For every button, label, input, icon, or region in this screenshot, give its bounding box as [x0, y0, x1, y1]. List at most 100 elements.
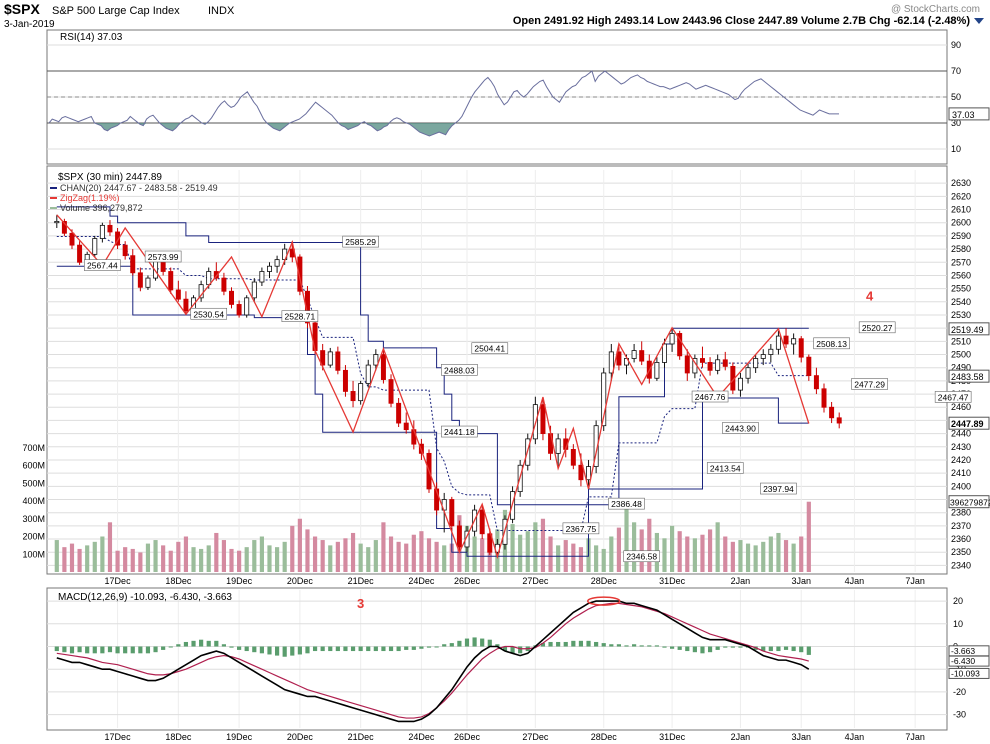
- macd-hist-bar: [654, 645, 659, 647]
- x-axis-label: 21Dec: [348, 576, 375, 586]
- candle-body: [684, 355, 690, 374]
- volume-bar: [320, 540, 325, 572]
- zigzag-label: 2573.99: [148, 252, 179, 262]
- macd-hist-bar: [806, 646, 811, 655]
- macd-hist-bar: [578, 640, 584, 647]
- price-tick-label: 2440: [951, 429, 971, 439]
- zigzag-label-box: [84, 259, 121, 271]
- macd-hist-bar: [343, 646, 348, 652]
- volume-tick-label: 700M: [22, 443, 45, 453]
- zigzag-line: [56, 214, 810, 560]
- macd-hist-bar: [153, 646, 158, 653]
- macd-hist-bar: [199, 639, 204, 647]
- candle-body: [259, 271, 265, 283]
- zigzag-label-box: [623, 550, 661, 563]
- exchange: INDX: [208, 5, 235, 17]
- volume-bar: [510, 524, 515, 572]
- rsi-last-value: 37.03: [952, 110, 975, 120]
- macd-hist-bar: [730, 646, 735, 648]
- candle-body: [99, 224, 105, 239]
- dropdown-arrow-icon[interactable]: [974, 18, 984, 24]
- macd-hist-bar: [123, 646, 128, 654]
- x-axis-label: 27Dec: [522, 732, 549, 742]
- candle-body: [251, 281, 257, 299]
- x-axis-label: 7Jan: [905, 732, 925, 742]
- x-axis-label: 28Dec: [591, 576, 618, 586]
- rsi-series: [47, 70, 947, 137]
- candle-body: [783, 335, 789, 345]
- volume-bar: [715, 522, 720, 572]
- macd-hist-bar: [100, 646, 105, 654]
- candle-body: [69, 232, 75, 246]
- x-axis-label: 28Dec: [591, 732, 618, 742]
- x-axis-label: 20Dec: [287, 732, 314, 742]
- volume-bar: [571, 543, 576, 572]
- zigzag-label-box: [691, 390, 729, 403]
- candle-body: [791, 338, 797, 345]
- chart-labels: 10 30 50 70 90 RSI(14) 37.03 37.03 2340 2350 2360…: [22, 32, 990, 742]
- candle-body: [555, 438, 561, 454]
- macd-hist-bar: [495, 644, 500, 647]
- volume-bar: [806, 501, 811, 572]
- macd-hist-bar: [54, 646, 59, 652]
- volume-bar: [632, 522, 637, 572]
- macd-hist-bar: [388, 646, 394, 652]
- volume-tick-label: 600M: [22, 461, 45, 471]
- macd-hist-bar: [176, 644, 181, 647]
- macd-hist-bar: [487, 639, 492, 647]
- zigzag-label: 2367.75: [566, 524, 597, 534]
- candle-body: [365, 364, 371, 384]
- volume-bar: [350, 532, 356, 572]
- price-tick-label: 2540: [951, 297, 971, 307]
- price-tick-label: 2570: [951, 257, 971, 267]
- x-axis-label: 31Dec: [659, 576, 686, 586]
- volume-bar: [183, 536, 189, 572]
- candle-body: [107, 224, 113, 233]
- x-axis-label: 26Dec: [454, 576, 481, 586]
- price-tick-label: 2340: [951, 560, 971, 570]
- volume-bar: [434, 541, 439, 572]
- zigzag-label: 2467.47: [938, 392, 969, 402]
- volume-bar: [123, 547, 128, 572]
- price-tick-label: 2530: [951, 310, 971, 320]
- candle-body: [464, 530, 470, 548]
- volume-bar: [153, 540, 158, 572]
- price-tick-label: 2420: [951, 455, 971, 465]
- zigzag-label: 2443.90: [725, 423, 756, 433]
- macd-hist-bar: [115, 646, 120, 654]
- price-title: $SPX (30 min) 2447.89: [58, 172, 162, 183]
- x-axis-label: 20Dec: [287, 576, 314, 586]
- candle-body: [570, 449, 576, 466]
- zigzag-label-box: [706, 462, 744, 474]
- candle-body: [715, 359, 721, 371]
- macd-hist-bar: [282, 646, 287, 657]
- candle-body: [327, 351, 333, 366]
- macd-hist-bar: [556, 641, 561, 647]
- x-axis-label: 21Dec: [348, 732, 375, 742]
- macd-hist-bar: [411, 646, 416, 650]
- rsi-tick-label: 30: [951, 118, 961, 128]
- candle-body: [669, 333, 675, 345]
- macd-hist-bar: [783, 646, 789, 650]
- macd-hist-bar: [768, 646, 773, 652]
- volume-bar: [692, 538, 697, 572]
- candle-body: [722, 359, 728, 367]
- zigzag-label: 2585.29: [345, 237, 376, 247]
- zigzag-label-box: [851, 378, 888, 390]
- candle-body: [229, 290, 234, 305]
- price-tick-label: 2380: [951, 508, 971, 518]
- price-tick-label: 2430: [951, 442, 971, 452]
- price-right-box: [948, 322, 990, 336]
- volume-bar: [366, 547, 371, 572]
- volume-bar: [594, 545, 599, 572]
- x-axis-label: 27Dec: [522, 576, 549, 586]
- candle-body: [168, 271, 174, 291]
- volume-bar: [237, 550, 242, 572]
- volume-bar: [373, 540, 378, 572]
- volume-bar: [388, 536, 394, 572]
- price-annotation: 4: [866, 288, 874, 303]
- volume-bar: [791, 543, 796, 572]
- zigzag-label-box: [858, 321, 896, 334]
- volume-bar: [662, 538, 667, 572]
- x-axis-label: 2Jan: [731, 576, 751, 586]
